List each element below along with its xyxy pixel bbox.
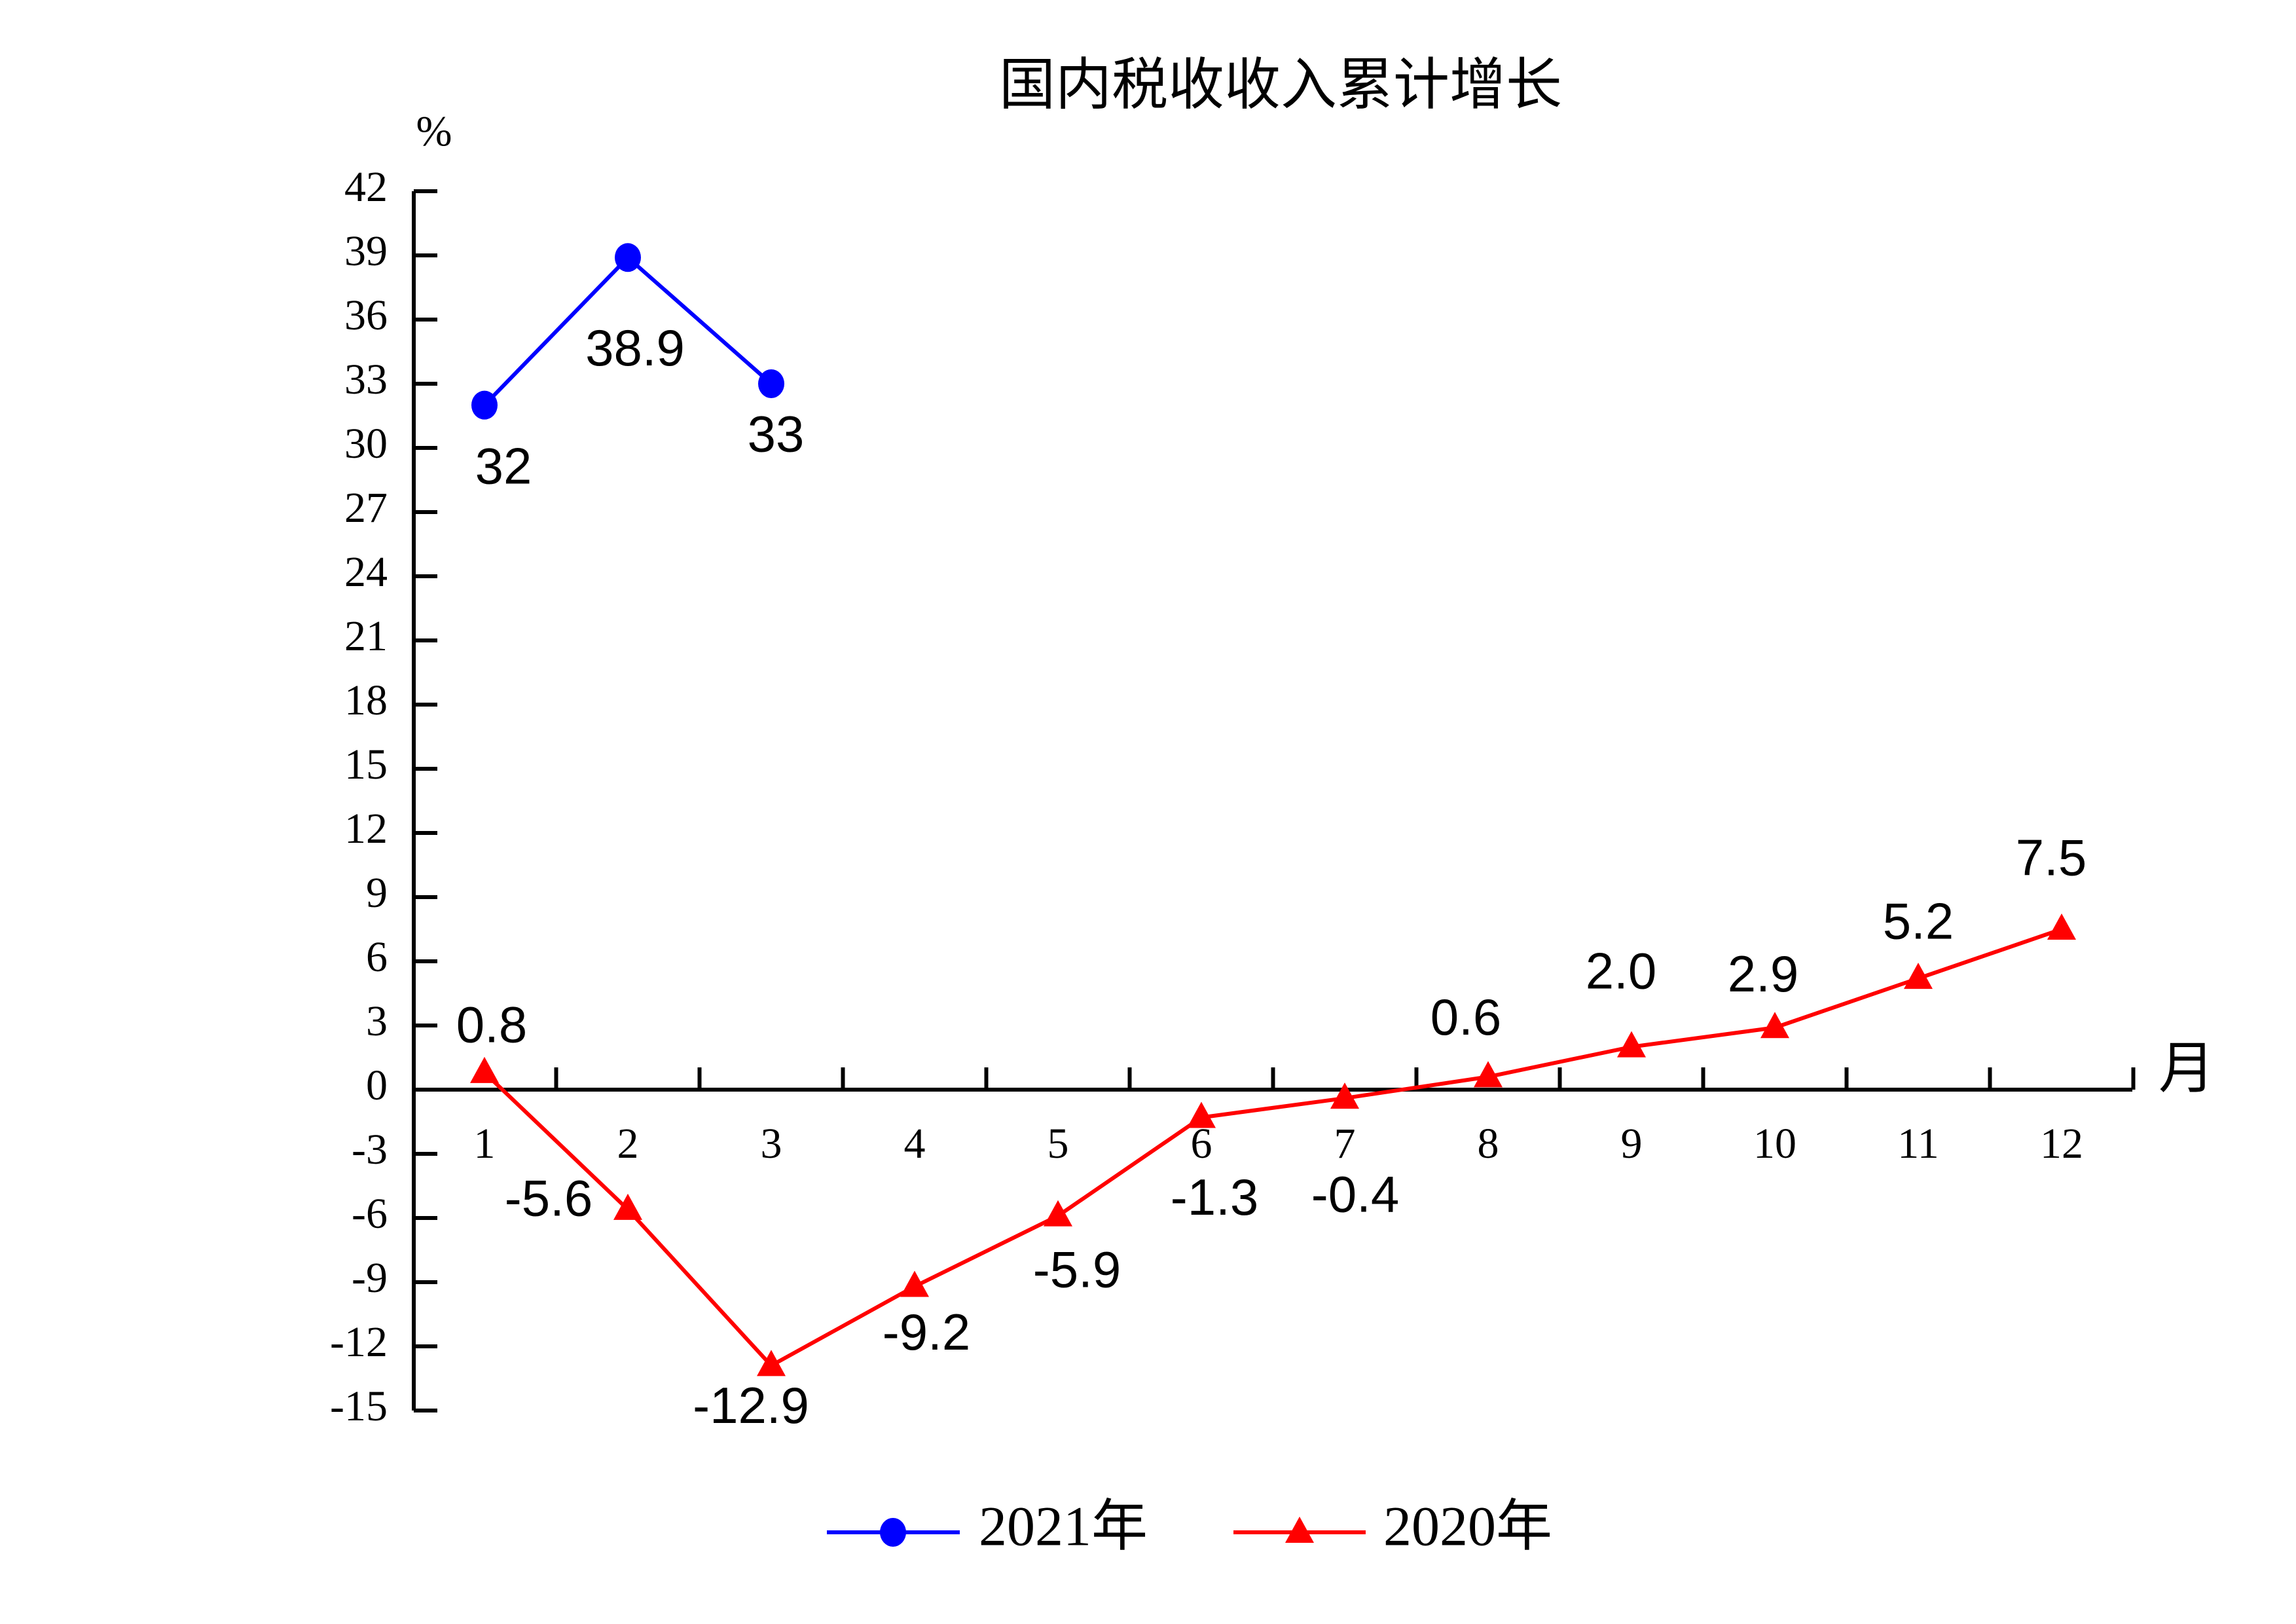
y-tick-label: 6 [366, 933, 388, 981]
x-tick-label: 5 [1048, 1120, 1069, 1168]
legend-label: 2021年 [979, 1495, 1148, 1558]
x-tick-label: 8 [1478, 1120, 1499, 1168]
y-tick-label: 12 [344, 805, 388, 853]
y-tick-label: -3 [352, 1126, 388, 1173]
data-label: 5.2 [1883, 893, 1954, 950]
data-label: 32 [475, 437, 532, 494]
data-label: -1.3 [1171, 1168, 1258, 1226]
y-tick-label: -15 [330, 1382, 388, 1430]
y-tick-label: 27 [344, 484, 388, 532]
y-tick-label: 15 [344, 741, 388, 788]
data-point [615, 243, 641, 272]
data-point [757, 1350, 786, 1376]
y-tick-label: 24 [344, 548, 388, 596]
x-tick-label: 7 [1334, 1120, 1356, 1168]
data-point [1474, 1061, 1503, 1088]
legend-item: 2020年 [1233, 1495, 1552, 1558]
x-tick-label: 2 [617, 1120, 639, 1168]
data-label: 33 [748, 405, 805, 463]
y-tick-label: 9 [366, 869, 388, 917]
data-label: 2.9 [1728, 945, 1798, 1003]
data-label: -5.6 [505, 1170, 592, 1227]
y-tick-label: -6 [352, 1190, 388, 1238]
data-point [471, 390, 498, 420]
x-tick-label: 12 [2040, 1120, 2083, 1168]
legend-item: 2021年 [827, 1495, 1148, 1558]
data-point [1187, 1101, 1216, 1128]
y-tick-label: -12 [330, 1318, 388, 1366]
data-label: -9.2 [883, 1303, 970, 1361]
y-tick-label: 42 [344, 163, 388, 211]
data-point [470, 1056, 499, 1083]
y-tick-label: 0 [366, 1061, 388, 1109]
data-point [613, 1193, 642, 1220]
x-axis-unit: 月 [2159, 1037, 2215, 1100]
legend-marker [1285, 1517, 1314, 1543]
legend-marker [880, 1518, 906, 1547]
data-point [1044, 1200, 1072, 1227]
x-tick-label: 11 [1897, 1120, 1939, 1168]
y-tick-label: 3 [366, 997, 388, 1045]
data-point [1330, 1082, 1359, 1109]
data-point [1617, 1031, 1646, 1058]
x-tick-label: 1 [474, 1120, 496, 1168]
data-label: 7.5 [2016, 829, 2086, 887]
x-tick-label: 9 [1621, 1120, 1643, 1168]
y-axis-unit: % [416, 107, 452, 155]
data-point [1904, 963, 1933, 989]
y-tick-label: 21 [344, 612, 388, 660]
data-label: -5.9 [1033, 1240, 1121, 1298]
y-tick-label: 39 [344, 227, 388, 275]
data-label: -0.4 [1311, 1166, 1399, 1223]
data-label: 0.6 [1430, 988, 1501, 1046]
data-point [2047, 913, 2076, 940]
series-line [483, 927, 2062, 1369]
legend-label: 2020年 [1383, 1495, 1552, 1558]
data-point [900, 1270, 929, 1297]
series-2020年: 0.8 -5.6 -12.9 -9.2 -5.9 -1.3 -0.4 0.6 2.0 2.9 5.2… [456, 829, 2086, 1434]
data-label: 0.8 [456, 995, 527, 1053]
y-tick-label: -9 [352, 1254, 388, 1302]
data-point [758, 369, 784, 398]
y-tick-label: 30 [344, 420, 388, 468]
y-tick-label: 33 [344, 356, 388, 403]
data-label: -12.9 [693, 1376, 809, 1434]
x-tick-label: 3 [761, 1120, 782, 1168]
x-tick-label: 4 [904, 1120, 926, 1168]
data-label: 2.0 [1586, 942, 1656, 999]
data-label: 38.9 [585, 319, 685, 377]
y-tick-label: 36 [344, 291, 388, 339]
y-tick-label: 18 [344, 676, 388, 724]
series-2021年: 32 38.9 33 [471, 243, 804, 494]
data-point [1760, 1012, 1789, 1039]
chart-title: 国内税收收入累计增长 [999, 54, 1562, 117]
x-tick-label: 10 [1753, 1120, 1796, 1168]
